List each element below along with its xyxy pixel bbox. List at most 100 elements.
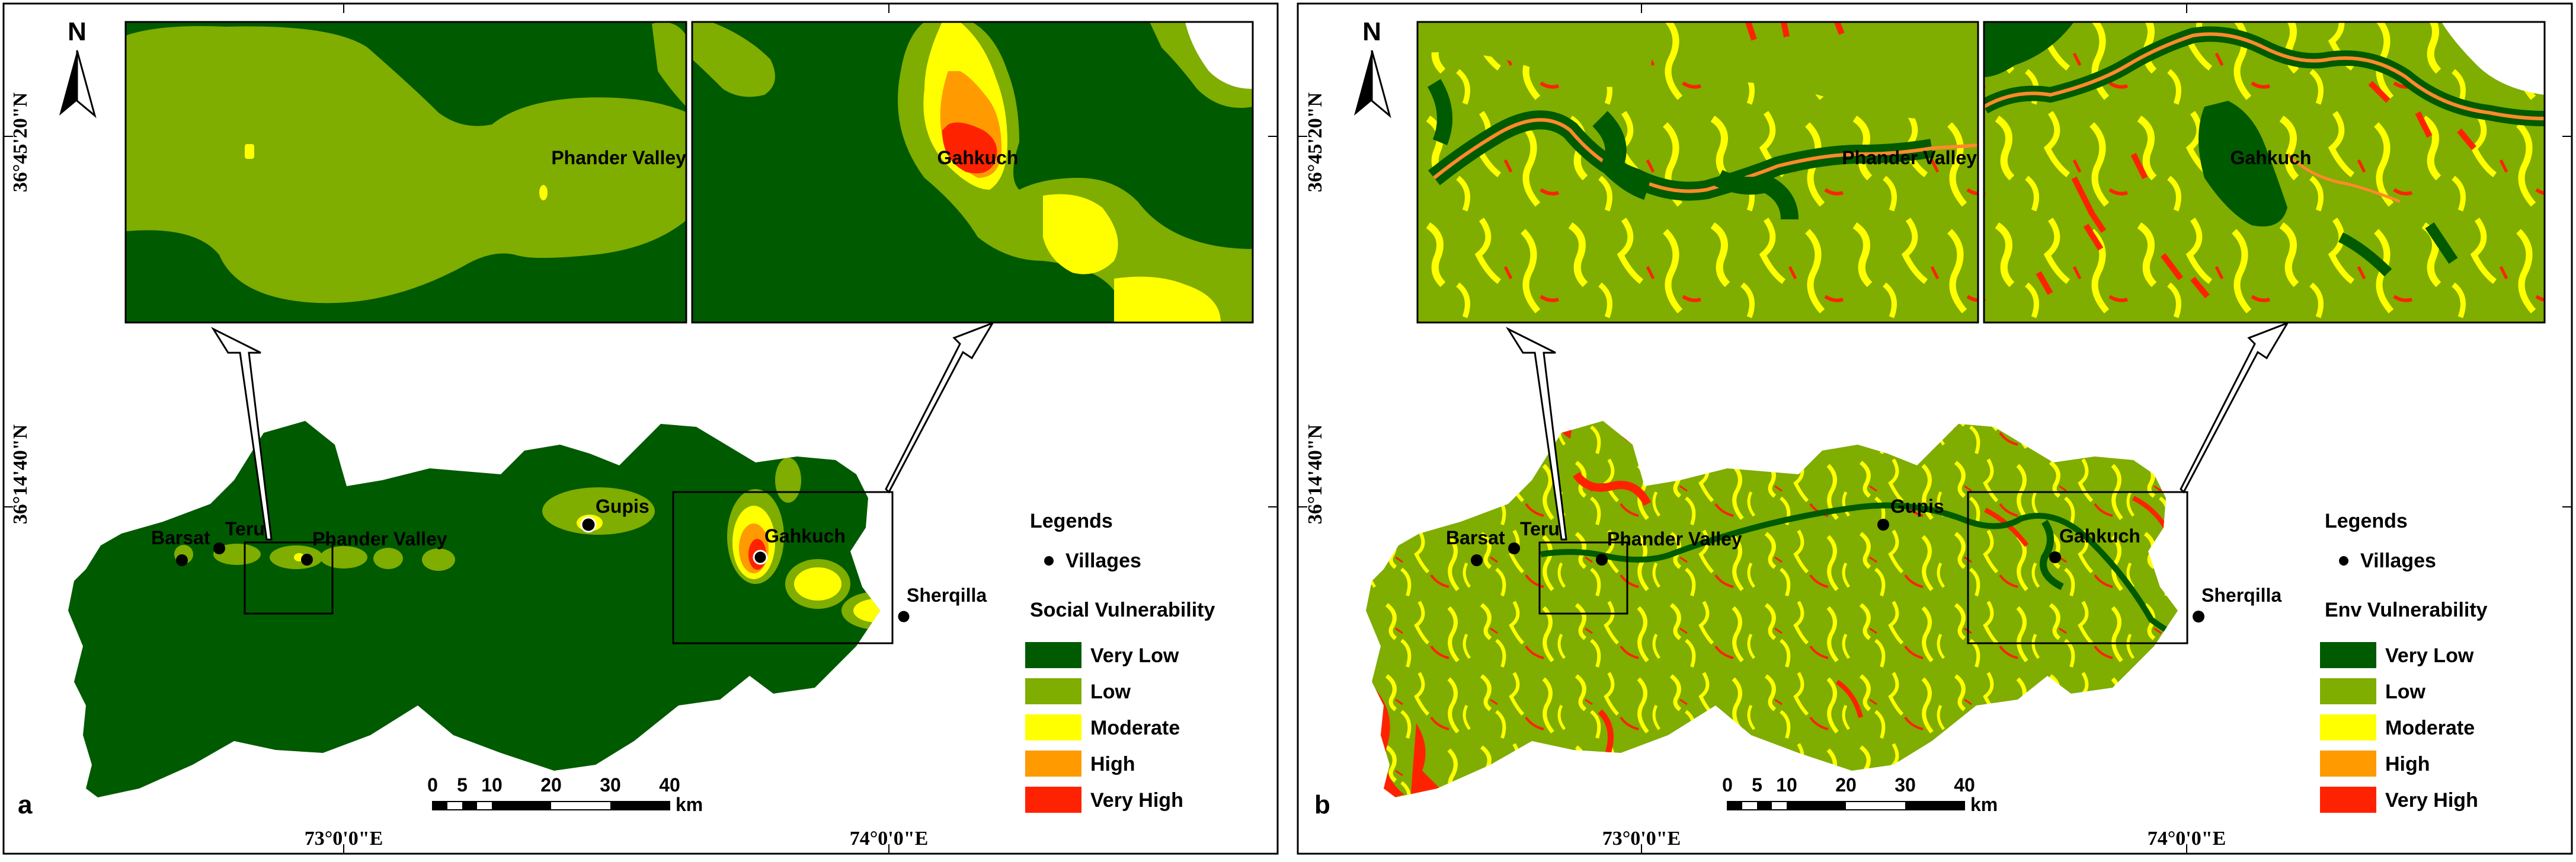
village-label-barsat: Barsat (151, 527, 210, 548)
panel-a: Phander Valley Gahkuch (2, 2, 1279, 855)
inset-source-box-phander-b (1538, 541, 1628, 615)
scale-tick-0-b: 0 (1722, 774, 1733, 796)
scale-tick-5: 5 (457, 774, 468, 796)
village-dot-teru (213, 542, 225, 554)
inset-source-box-phander (244, 541, 334, 615)
legend-swatch-low (1025, 678, 1081, 704)
panel-b: Phander Valley Gahkuch (1297, 2, 2573, 855)
north-arrow-left-half (59, 50, 77, 116)
lat-label-top-a: 36°45'20"N (9, 92, 31, 192)
legend-label-very-low: Very Low (1090, 644, 1179, 667)
legend-swatch-moderate-b (2320, 714, 2376, 740)
village-markers-b (1471, 519, 2204, 622)
legend-swatch-low-b (2320, 678, 2376, 704)
village-label-gahkuch: Gahkuch (764, 525, 846, 547)
social-vulnerability-zones (174, 458, 880, 630)
callout-arrow-phander (210, 327, 273, 541)
inset-gahkuch-env: Gahkuch (1983, 21, 2546, 324)
lon-label-right-a: 74°0'0"E (850, 828, 929, 850)
scale-tick-30-b: 30 (1895, 774, 1916, 796)
legend-villages-label-b: Villages (2360, 550, 2436, 572)
legend-label-moderate-b: Moderate (2385, 717, 2475, 739)
village-label-barsat-b: Barsat (1446, 527, 1505, 548)
panel-b-graticule-ticks (1298, 4, 2572, 854)
village-label-gupis-b: Gupis (1890, 496, 1944, 517)
panel-letter-b: b (1314, 790, 1330, 819)
legend-label-low-b: Low (2385, 681, 2426, 703)
village-dot-sherqilla-b (2193, 611, 2204, 622)
village-dot-phander-valley-b (1596, 554, 1608, 566)
inset-phander-env: Phander Valley (1416, 21, 1979, 324)
inset-label-phander-valley: Phander Valley (551, 147, 686, 168)
legend-label-low: Low (1090, 681, 1131, 703)
village-dot-barsat (176, 554, 188, 566)
scale-tick-40: 40 (659, 774, 680, 796)
legend-title: Social Vulnerability (1030, 599, 1215, 621)
north-arrow-right-half (76, 50, 97, 119)
village-label-phander-valley-b: Phander Valley (1607, 528, 1742, 550)
legend-label-high: High (1090, 753, 1135, 775)
panel-a-graticule-ticks (4, 4, 1278, 854)
village-label-teru-b: Teru (1520, 518, 1560, 539)
north-arrow-b: N (1354, 17, 1391, 119)
inset-label-gahkuch: Gahkuch (937, 147, 1019, 168)
north-arrow-a: N (59, 17, 97, 119)
village-dot-sherqilla (896, 609, 911, 624)
legend-b: Legends Villages Env Vulnerability Very … (2320, 510, 2488, 813)
inset-source-box-gahkuch-b (1967, 491, 2188, 644)
inset-label-phander-valley-b: Phander Valley (1842, 147, 1977, 168)
village-label-phander-valley: Phander Valley (312, 528, 447, 550)
scale-tick-0: 0 (427, 774, 438, 796)
lat-label-top-b: 36°45'20"N (1304, 92, 1326, 192)
legend-title-b: Env Vulnerability (2325, 599, 2488, 621)
legend-swatch-very-high (1025, 787, 1081, 813)
legend-swatch-very-high-b (2320, 787, 2376, 813)
scale-tick-30: 30 (600, 774, 621, 796)
scale-unit-b: km (1970, 794, 1998, 815)
callout-arrow-gahkuch (885, 321, 995, 494)
legend-swatch-very-low-b (2320, 642, 2376, 668)
inset-gahkuch-social: Gahkuch (691, 21, 1254, 324)
callout-arrow-gahkuch-b (2180, 321, 2290, 494)
legend-swatch-very-low (1025, 642, 1081, 668)
legend-village-symbol (1044, 556, 1054, 566)
scale-tick-20: 20 (540, 774, 562, 796)
north-arrow-label-b: N (1362, 17, 1381, 46)
legend-heading-b: Legends (2325, 510, 2408, 532)
village-label-teru: Teru (225, 518, 265, 539)
village-markers-a (176, 516, 911, 624)
north-arrow-right-half-b (1371, 50, 1391, 119)
village-dot-gahkuch (753, 550, 768, 565)
legend-a: Legends Villages Social Vulnerability Ve… (1025, 510, 1215, 813)
lat-label-bottom-a: 36°14'40"N (9, 424, 31, 524)
lon-label-right-b: 74°0'0"E (2148, 828, 2226, 850)
legend-label-very-high: Very High (1090, 789, 1183, 812)
inset-source-box-gahkuch (672, 491, 894, 644)
legend-swatch-high (1025, 751, 1081, 777)
legend-swatch-moderate (1025, 714, 1081, 740)
scale-tick-10: 10 (481, 774, 503, 796)
village-dot-gupis-b (1877, 519, 1889, 531)
callout-arrow-phander-b (1505, 327, 1567, 541)
scale-tick-40-b: 40 (1954, 774, 1975, 796)
village-dot-phander-valley (301, 554, 313, 566)
village-label-sherqilla: Sherqilla (907, 585, 987, 606)
legend-village-symbol-b (2339, 556, 2348, 566)
legend-villages-label: Villages (1065, 550, 1141, 572)
scale-tick-10-b: 10 (1776, 774, 1797, 796)
village-label-sherqilla-b: Sherqilla (2201, 585, 2281, 606)
lon-label-left-a: 73°0'0"E (305, 828, 383, 850)
scale-tick-5-b: 5 (1752, 774, 1762, 796)
lat-label-bottom-b: 36°14'40"N (1304, 424, 1326, 524)
village-label-gahkuch-b: Gahkuch (2059, 525, 2140, 547)
legend-label-very-high-b: Very High (2385, 789, 2478, 812)
legend-label-high-b: High (2385, 753, 2430, 775)
lon-label-left-b: 73°0'0"E (1602, 828, 1681, 850)
north-arrow-label: N (68, 17, 87, 46)
scale-unit: km (676, 794, 703, 815)
village-dot-gupis (580, 516, 597, 533)
legend-label-moderate: Moderate (1090, 717, 1180, 739)
village-dot-barsat-b (1471, 554, 1483, 566)
north-arrow-left-half-b (1354, 50, 1372, 116)
